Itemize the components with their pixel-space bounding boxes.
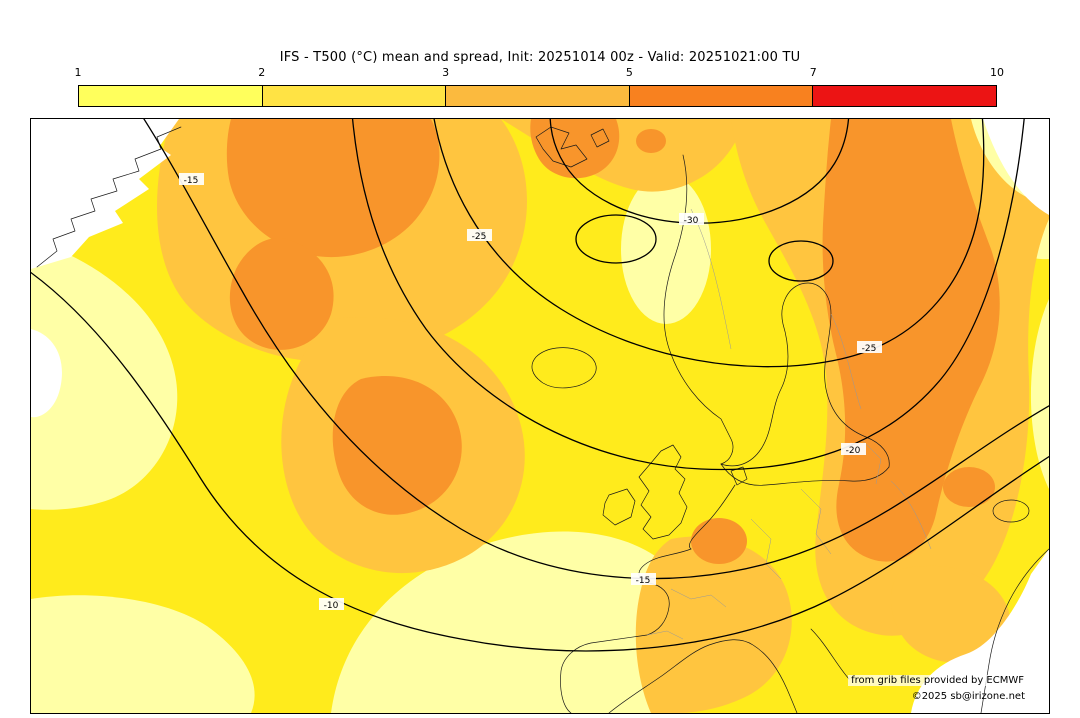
svg-text:-25: -25 [862,344,877,354]
contour-minus-20 [351,119,1025,471]
spread-region-orange-center [332,375,462,515]
contour-minus-15 [143,119,1049,580]
svg-text:-10: -10 [324,601,339,611]
spread-region-gold-southwest-europe [635,536,792,713]
spread-fill-layer [31,119,1049,713]
contour-labels: -15 -25 -30 -25 -20 [179,173,882,611]
svg-text:-25: -25 [472,232,487,242]
spread-region-gold-southeast [890,565,1010,663]
contour-label: -15 [179,173,204,186]
credits-irizone: ©2025 sb@irizone.net [911,691,1025,702]
colorbar-tick: 1 [74,66,82,79]
colorbar-segment-3-5 [445,86,629,106]
contour-label: -20 [841,443,866,456]
spread-region-pale-left [31,239,178,510]
colorbar-segment-7-10 [812,86,996,106]
svg-text:-15: -15 [636,576,651,586]
colorbar-tick: 2 [258,66,266,79]
nodata-region-bottom-right [911,549,1049,713]
spread-region-pale-bottom-center [331,531,699,713]
colorbar-segment-2-3 [261,86,446,106]
spread-region-pale-right-edge [1030,299,1049,489]
colorbar-segment-1-2 [79,86,262,106]
spread-region-orange-top-spot [636,129,666,153]
svg-text:-30: -30 [684,216,699,226]
spread-region-orange-right-core [822,119,1000,562]
map-canvas: -15 -25 -30 -25 -20 [30,118,1050,714]
contour-closed-low-1 [575,214,657,264]
spread-region-orange-east-spot [943,467,995,507]
svg-text:-20: -20 [846,446,861,456]
contour-closed-low-2 [768,240,834,282]
contour-minus-25 [433,119,985,368]
colorbar [78,85,997,107]
contour-label: -25 [467,229,492,242]
contour-label: -25 [857,341,882,354]
spread-region-orange-alps-spot [691,518,747,564]
spread-region-orange-northwest [226,119,440,258]
contour-label: -30 [679,213,704,226]
nodata-region-left-sliver [31,329,62,418]
page-title: IFS - T500 (°C) mean and spread, Init: 2… [279,50,801,65]
spread-region-pale-bottom-left [31,595,255,713]
spread-region-orange-northwest-lobe [229,238,334,350]
contour-minus-10 [31,271,1049,652]
colorbar-segment-5-7 [628,86,813,106]
colorbar-tick: 10 [990,66,1004,79]
spread-region-pale-norwegian-sea [621,174,711,324]
map-svg: -15 -25 -30 -25 -20 [31,119,1049,713]
colorbar-tick: 3 [442,66,450,79]
svg-text:-15: -15 [184,176,199,186]
mean-contour-lines [31,119,1049,652]
colorbar-ticks: 1 2 3 5 7 10 [74,66,1005,80]
colorbar-tick: 7 [809,66,817,79]
credits-ecmwf: from grib files provided by ECMWF [848,675,1027,686]
contour-label: -10 [319,598,344,611]
nodata-region-top-right [983,119,1049,215]
colorbar-tick: 5 [625,66,633,79]
contour-label: -15 [631,573,656,586]
